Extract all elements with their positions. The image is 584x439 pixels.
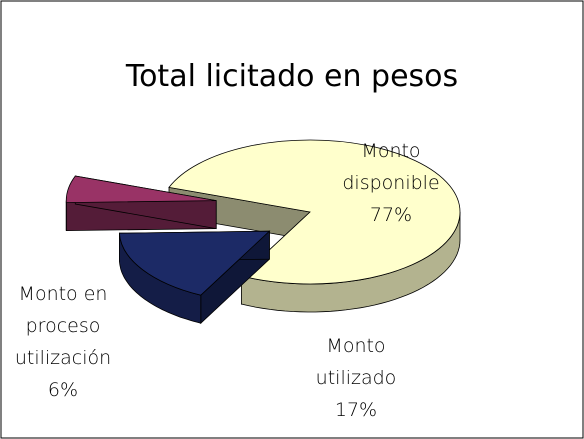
category-label-line: Monto — [361, 140, 420, 162]
slice-label: Monto en proceso utilización 6% — [15, 283, 111, 401]
value-label: 77% — [370, 204, 412, 226]
value-label: 17% — [335, 399, 377, 421]
category-label-line: proceso — [26, 315, 101, 337]
pie-slice — [65, 175, 217, 204]
category-label-line: Monto — [326, 335, 385, 357]
category-label-line: utilizado — [316, 367, 397, 389]
slice-label: Monto disponible 77% — [342, 140, 439, 226]
category-label: Monto disponible — [342, 140, 439, 194]
category-label-line: Monto en — [19, 283, 108, 305]
category-label-line: disponible — [342, 172, 439, 194]
slice-label: Monto utilizado 17% — [316, 335, 397, 421]
pie-slice — [118, 230, 271, 296]
chart-title: Total licitado en pesos — [125, 59, 458, 94]
category-label: Monto utilizado — [316, 335, 397, 389]
category-label: Monto en proceso utilización — [15, 283, 111, 369]
pie-slice — [168, 139, 461, 285]
value-label: 6% — [48, 379, 78, 401]
category-label-line: utilización — [15, 347, 111, 369]
